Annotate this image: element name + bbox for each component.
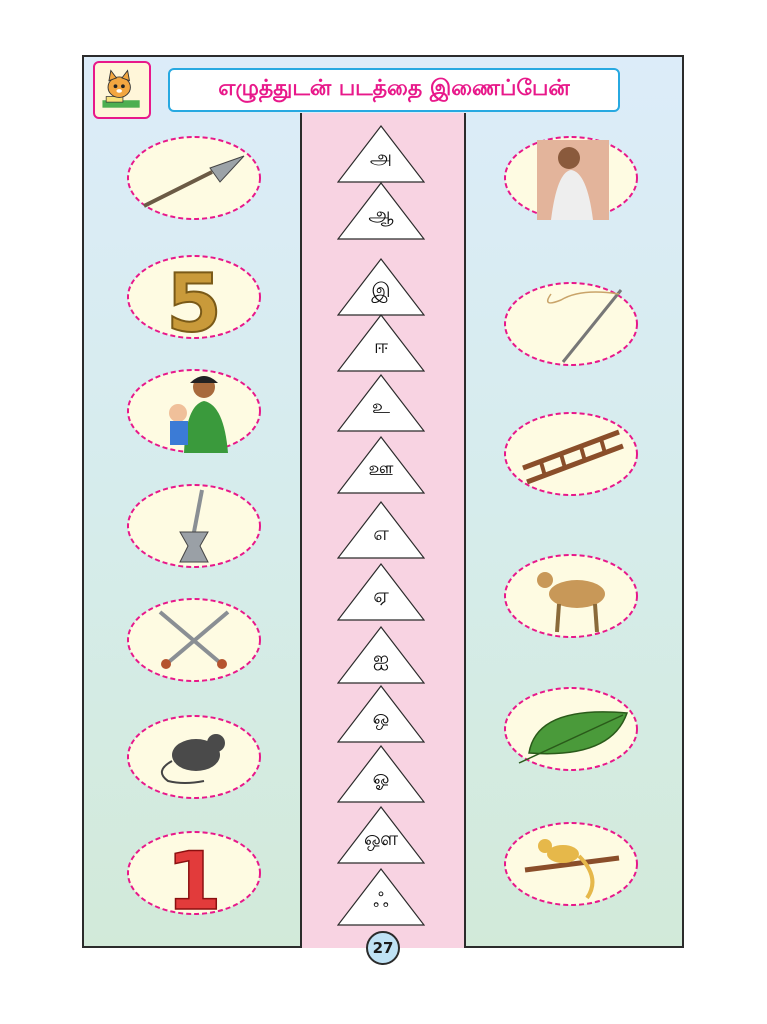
mother-child-picture[interactable]: [124, 365, 264, 457]
letter-label: எ: [373, 521, 389, 545]
letter-triangle: இ: [337, 258, 425, 316]
svg-text:5: 5: [166, 257, 222, 343]
letter-label: ஈ: [373, 334, 389, 358]
letter-label: ஆ: [368, 202, 394, 226]
goat-picture[interactable]: [501, 550, 641, 642]
ladder-picture[interactable]: [501, 408, 641, 500]
needle-picture[interactable]: [501, 278, 641, 370]
letter-label: உ: [371, 394, 391, 418]
rat-picture[interactable]: [124, 711, 264, 803]
letter-label: ஒ: [372, 705, 390, 729]
page-number: 27: [366, 931, 400, 965]
letter-triangle: ஓ: [337, 745, 425, 803]
letter-label: ஃ: [373, 888, 389, 912]
letter-triangle: உ: [337, 374, 425, 432]
letter-triangle: அ: [337, 125, 425, 183]
mortar-pestle-picture[interactable]: [124, 480, 264, 572]
squirrel-picture[interactable]: [501, 818, 641, 910]
letter-triangle: ஔ: [337, 806, 425, 864]
cat-reading-logo: [93, 61, 151, 119]
old-woman-picture[interactable]: [501, 132, 641, 224]
crossed-swords-picture[interactable]: [124, 594, 264, 686]
svg-text:1: 1: [166, 835, 222, 919]
letter-triangle: ஏ: [337, 563, 425, 621]
number-one-picture[interactable]: 1: [124, 827, 264, 919]
letter-triangle: ஒ: [337, 685, 425, 743]
letter-label: ஐ: [372, 646, 390, 670]
spear-picture[interactable]: [124, 132, 264, 224]
letter-triangle: ஊ: [337, 436, 425, 494]
letter-label: ஔ: [363, 826, 399, 850]
letter-label: அ: [369, 145, 393, 169]
page-title: எழுத்துடன் படத்தை இணைப்பேன்: [168, 68, 620, 112]
letter-triangle: ஈ: [337, 314, 425, 372]
number-five-picture[interactable]: 5: [124, 251, 264, 343]
letter-triangle: ஆ: [337, 182, 425, 240]
letter-label: ஓ: [372, 765, 390, 789]
letter-label: இ: [371, 278, 391, 302]
letter-triangle: ஐ: [337, 626, 425, 684]
leaf-picture[interactable]: [501, 683, 641, 775]
letter-label: ஊ: [368, 456, 394, 480]
letter-triangle: ஃ: [337, 868, 425, 926]
letter-triangle: எ: [337, 501, 425, 559]
letter-label: ஏ: [373, 583, 389, 607]
